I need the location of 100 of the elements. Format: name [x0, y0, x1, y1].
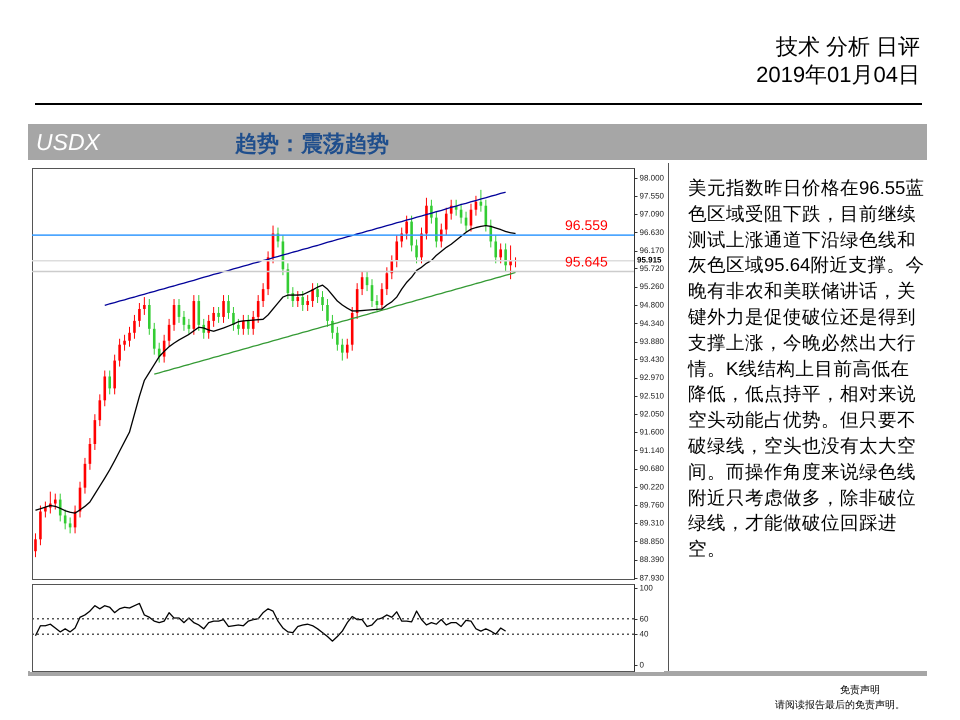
y-tick-label: 93.430 — [640, 354, 665, 364]
y-tick-label: 88.390 — [640, 555, 665, 564]
line-series — [154, 272, 516, 375]
candlestick — [94, 414, 96, 450]
candlestick — [148, 298, 151, 336]
candlestick — [420, 227, 423, 264]
candlestick — [246, 314, 250, 336]
y-tick-label: 97.090 — [640, 210, 665, 219]
y-tick-label: 96.170 — [640, 246, 665, 256]
y-tick-label: 92.050 — [640, 410, 665, 419]
candlestick — [410, 215, 413, 252]
candlestick — [509, 244, 512, 280]
line-series — [34, 602, 506, 642]
candlestick — [380, 282, 384, 312]
candlestick — [172, 298, 176, 332]
candlestick — [444, 207, 448, 236]
candlestick — [276, 227, 280, 248]
candlestick — [108, 370, 112, 395]
candlestick — [88, 438, 92, 470]
candlestick — [217, 306, 220, 324]
y-tick-label: 88.850 — [640, 536, 665, 546]
candlestick — [212, 306, 215, 328]
candlestick — [341, 338, 344, 362]
candlestick — [54, 493, 57, 510]
y-tick-label: 90.220 — [640, 482, 665, 492]
candlestick — [262, 282, 264, 308]
y-tick-label: 94.340 — [640, 318, 665, 328]
candlestick — [346, 338, 349, 360]
candlestick — [84, 457, 86, 494]
y-tick-label: 95.720 — [640, 264, 665, 273]
candlestick — [34, 532, 37, 558]
candlestick — [227, 294, 230, 320]
y-tick-label: 89.310 — [640, 518, 665, 528]
candlestick — [316, 282, 319, 304]
chart-title: USDX — [36, 129, 100, 156]
y-tick-label: 92.510 — [640, 391, 665, 400]
candlestick — [370, 278, 374, 308]
candlestick — [178, 298, 180, 324]
candlestick — [460, 203, 462, 224]
y-tick-label: 89.760 — [640, 500, 665, 510]
candlestick — [470, 203, 472, 232]
y-tick-label: 40 — [640, 630, 649, 639]
candlestick — [326, 298, 329, 328]
candlestick — [386, 266, 388, 296]
y-tick-label: 60 — [640, 614, 649, 624]
y-tick-label: 96.630 — [640, 228, 665, 237]
candlestick — [474, 195, 478, 216]
y-tick-label: 92.970 — [640, 373, 665, 382]
candlestick — [296, 290, 300, 308]
candlestick — [435, 211, 438, 248]
y-tick-label: 91.140 — [640, 446, 665, 455]
y-tick-label: 97.550 — [640, 191, 665, 200]
y-tick-label: 91.600 — [640, 428, 665, 437]
candlestick — [182, 310, 186, 332]
candlestick — [237, 318, 240, 336]
candlestick — [360, 270, 364, 296]
candlestick — [484, 199, 488, 232]
candlestick — [168, 318, 170, 348]
y-tick-label: 0 — [640, 660, 644, 670]
y-tick-label: 90.680 — [640, 464, 665, 474]
text: 技术 分析 日评 — [776, 33, 920, 61]
annotation: 95.645 — [565, 253, 608, 270]
candlestick — [133, 314, 136, 340]
candlestick — [494, 235, 498, 264]
candlestick — [499, 242, 502, 264]
candlestick — [197, 294, 200, 332]
y-tick-label: 95.260 — [640, 282, 665, 292]
candlestick — [321, 290, 324, 312]
candlestick — [272, 225, 274, 264]
chart-subtitle: 趋势：震荡趋势 — [235, 130, 389, 158]
y-tick-label: 93.880 — [640, 337, 665, 346]
candlestick — [152, 322, 156, 356]
candlestick — [336, 326, 339, 352]
ref-line-label: 95.915 — [637, 256, 662, 265]
line-series — [104, 192, 506, 306]
candlestick — [138, 302, 141, 328]
annotation: 96.559 — [565, 217, 608, 234]
y-tick-label: 87.930 — [640, 573, 665, 582]
candlestick — [376, 294, 378, 312]
candlestick — [306, 294, 309, 312]
candlestick — [405, 215, 408, 240]
candlestick — [301, 290, 304, 312]
candlestick — [64, 509, 66, 530]
candlestick — [222, 294, 225, 324]
candlestick — [356, 282, 358, 320]
y-tick-label: 98.000 — [640, 173, 665, 182]
text: 2019年01月04日 — [756, 61, 920, 89]
candlestick — [98, 394, 102, 427]
candlestick — [68, 516, 72, 534]
y-tick-label: 94.800 — [640, 300, 665, 310]
candlestick — [188, 318, 190, 336]
candlestick — [256, 294, 260, 324]
text: 请阅读报告最后的免责声明。 — [775, 698, 905, 712]
candlestick — [78, 481, 82, 518]
candlestick — [464, 211, 468, 232]
candlestick — [103, 370, 106, 407]
candlestick — [123, 334, 126, 352]
candlestick — [128, 326, 131, 348]
candlestick — [415, 238, 418, 264]
candlestick — [366, 270, 368, 292]
